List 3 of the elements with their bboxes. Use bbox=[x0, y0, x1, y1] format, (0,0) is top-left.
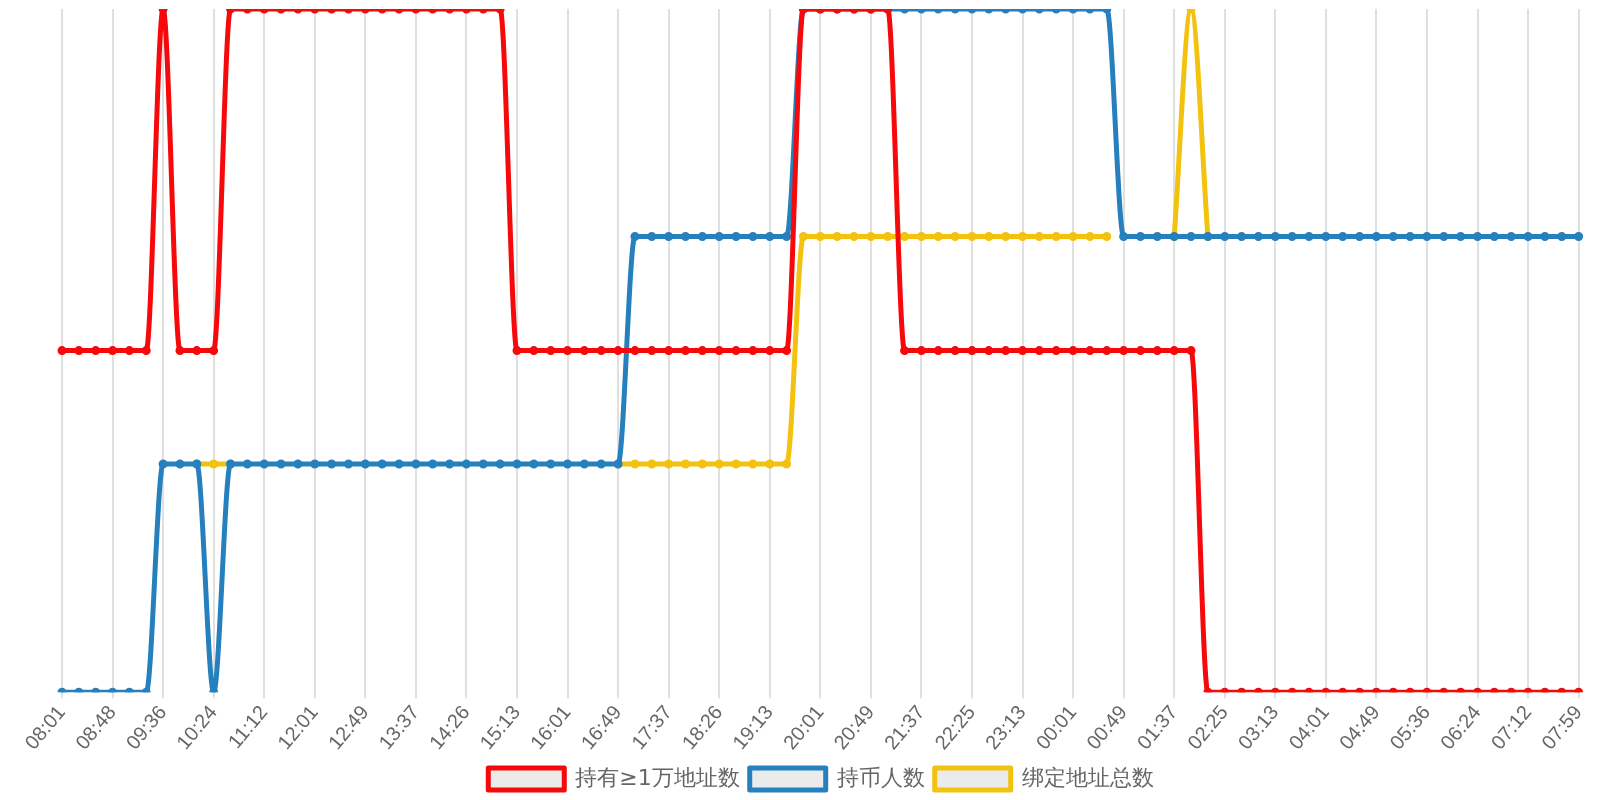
legend-label: 绑定地址总数 bbox=[1021, 764, 1154, 790]
legend-label: 持有≥1万地址数 bbox=[575, 764, 740, 790]
legend-label: 持币人数 bbox=[836, 764, 925, 790]
